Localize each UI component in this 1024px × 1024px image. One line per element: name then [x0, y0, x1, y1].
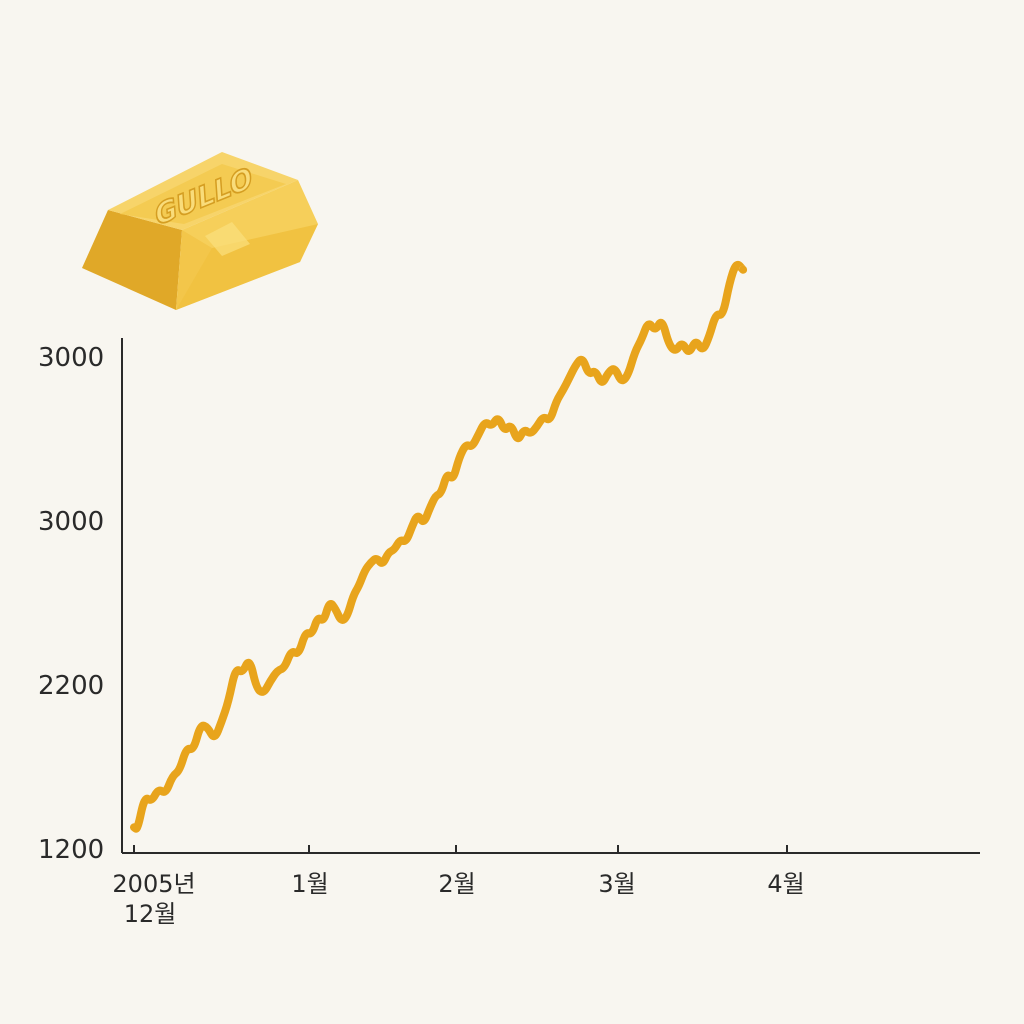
- y-tick-label: 2200: [38, 671, 104, 701]
- x-tick-label: 2005년: [112, 870, 195, 898]
- x-tick-label: 1월: [291, 870, 328, 898]
- x-axis-ticks: 2005년 12월 1월 2월 3월 4월: [112, 845, 805, 928]
- x-tick-label: 12월: [124, 900, 177, 928]
- y-tick-label: 3000: [38, 343, 104, 373]
- x-tick-label: 2월: [438, 870, 475, 898]
- x-tick-label: 3월: [598, 870, 635, 898]
- y-tick-label: 1200: [38, 835, 104, 865]
- series-layer: [130, 260, 748, 833]
- gold-bar-left-face: [82, 210, 182, 310]
- x-tick-label: 4월: [767, 870, 804, 898]
- y-tick-label: 3000: [38, 507, 104, 537]
- gold-bar-illustration: GULLO: [82, 152, 318, 310]
- series-line: [130, 260, 748, 833]
